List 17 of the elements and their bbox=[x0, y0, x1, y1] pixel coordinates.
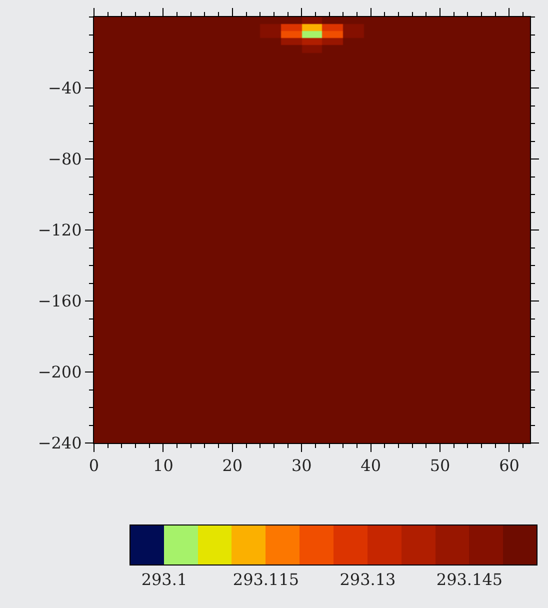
x-tick-label: 50 bbox=[430, 456, 450, 476]
x-tick-label: 20 bbox=[222, 456, 243, 476]
y-tick-label: −120 bbox=[38, 220, 82, 240]
x-tick-label: 30 bbox=[291, 456, 312, 476]
color-bar-label: 293.115 bbox=[232, 570, 300, 590]
x-tick-label: 40 bbox=[360, 456, 382, 476]
y-tick-label: −80 bbox=[48, 150, 82, 169]
y-tick-label: −40 bbox=[48, 78, 82, 98]
color-bar-label: 293.145 bbox=[436, 570, 503, 590]
color-bar-label: 293.1 bbox=[141, 570, 188, 590]
color-bar-label: 293.13 bbox=[340, 570, 396, 590]
y-tick-label: −200 bbox=[38, 362, 82, 382]
x-tick-label: 10 bbox=[153, 456, 174, 476]
y-tick-label: −160 bbox=[38, 292, 82, 311]
x-tick-label: 60 bbox=[499, 456, 520, 476]
x-tick-label: 0 bbox=[88, 456, 100, 476]
y-tick-label: −240 bbox=[38, 434, 82, 453]
